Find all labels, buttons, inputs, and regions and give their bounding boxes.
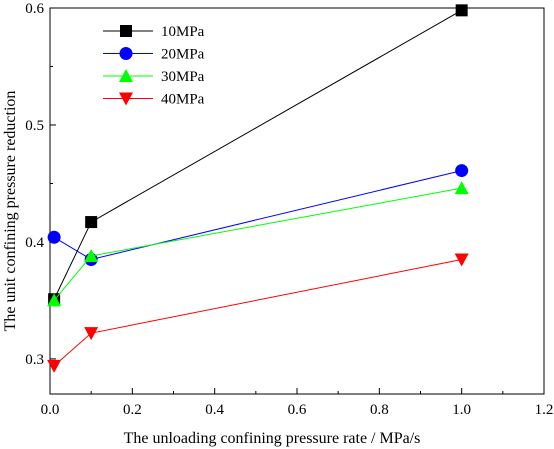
legend-item: 30MPa: [103, 69, 205, 85]
y-tick-label: 0.6: [25, 1, 44, 17]
data-point: [454, 181, 469, 195]
series-20MPa: [47, 164, 469, 266]
y-tick-label: 0.5: [25, 118, 44, 134]
legend-marker: [119, 47, 133, 60]
legend-item: 20MPa: [103, 47, 205, 63]
x-tick-label: 0.4: [205, 402, 224, 418]
plot-border: [49, 7, 545, 395]
plot-frame: [49, 7, 545, 395]
legend-label: 20MPa: [161, 47, 205, 63]
x-tick-label: 0.6: [288, 402, 307, 418]
data-point: [454, 253, 469, 267]
x-tick-label: 0.8: [370, 402, 389, 418]
legend-marker: [119, 69, 133, 82]
legend-marker: [120, 25, 132, 37]
x-tick-label: 1.2: [535, 402, 554, 418]
x-tick-label: 1.0: [452, 402, 471, 418]
data-point: [84, 248, 99, 262]
y-axis-title: The unit confining pressure reduction: [2, 91, 19, 332]
series-10MPa: [48, 4, 468, 306]
series-layer: [47, 4, 469, 373]
x-axis: 0.0 0.2 0.4 0.6 0.8 1.0 1.2: [41, 388, 554, 418]
series-40MPa: [47, 253, 469, 373]
legend-item: 10MPa: [103, 24, 205, 40]
legend: 10MPa 20MPa 30MPa 40MPa: [103, 24, 205, 108]
data-point: [455, 4, 468, 17]
y-axis: 0.3 0.4 0.5 0.6: [25, 1, 56, 368]
x-tick-label: 0.2: [123, 402, 142, 418]
y-tick-label: 0.4: [25, 235, 44, 251]
legend-label: 10MPa: [161, 24, 205, 40]
data-point: [47, 359, 62, 373]
x-tick-label: 0.0: [41, 402, 60, 418]
series-line: [53, 170, 462, 261]
data-point: [84, 327, 99, 341]
series-line: [53, 187, 462, 301]
legend-marker: [119, 92, 133, 106]
data-point: [47, 230, 61, 244]
data-point: [455, 164, 469, 178]
x-axis-title: The unloading confining pressure rate / …: [124, 430, 421, 447]
data-point: [47, 293, 62, 307]
series-30MPa: [47, 181, 469, 307]
y-tick-label: 0.3: [25, 352, 44, 368]
series-line: [53, 258, 462, 367]
legend-label: 30MPa: [161, 69, 205, 85]
data-point: [85, 216, 98, 229]
legend-item: 40MPa: [103, 92, 205, 108]
legend-label: 40MPa: [161, 92, 205, 108]
